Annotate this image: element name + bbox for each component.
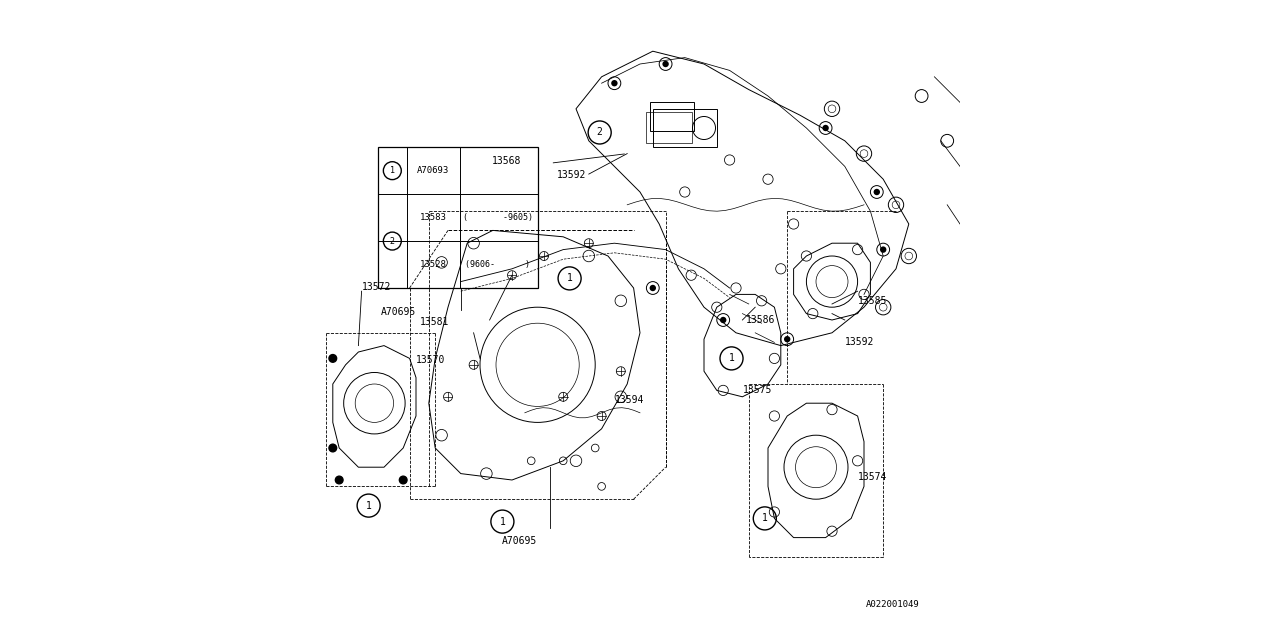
- Bar: [646, 112, 692, 143]
- Bar: [650, 102, 694, 131]
- Text: 13575: 13575: [742, 385, 772, 396]
- Circle shape: [873, 189, 881, 195]
- Text: A022001049: A022001049: [867, 600, 919, 609]
- Bar: [653, 109, 717, 147]
- Text: 13583: 13583: [420, 213, 447, 222]
- Circle shape: [783, 336, 791, 342]
- Text: 1: 1: [728, 353, 735, 364]
- Text: 2: 2: [390, 237, 394, 246]
- Text: 1: 1: [390, 166, 394, 175]
- Text: 13570: 13570: [416, 355, 445, 365]
- Text: A70695: A70695: [502, 536, 538, 547]
- Text: (       -9605): ( -9605): [463, 213, 532, 222]
- Text: 13592: 13592: [557, 170, 586, 180]
- Text: 13574: 13574: [858, 472, 887, 482]
- Text: 13594: 13594: [614, 395, 644, 405]
- Text: A70695: A70695: [380, 307, 416, 317]
- Circle shape: [719, 317, 727, 323]
- Circle shape: [335, 476, 343, 484]
- Circle shape: [399, 476, 407, 484]
- Bar: [378, 147, 538, 288]
- Text: 1: 1: [567, 273, 572, 284]
- Circle shape: [612, 80, 618, 86]
- Circle shape: [823, 125, 829, 131]
- Text: A70693: A70693: [417, 166, 449, 175]
- Text: 13568: 13568: [493, 156, 522, 166]
- Text: 2: 2: [596, 127, 603, 138]
- Text: 1: 1: [499, 516, 506, 527]
- Circle shape: [329, 355, 337, 362]
- Text: 13586: 13586: [745, 315, 774, 325]
- Text: 1: 1: [366, 500, 371, 511]
- Circle shape: [649, 285, 657, 291]
- Text: 13585: 13585: [858, 296, 887, 306]
- Text: 13572: 13572: [362, 282, 390, 292]
- Text: 13592: 13592: [845, 337, 874, 348]
- Circle shape: [881, 246, 887, 253]
- Text: 13581: 13581: [420, 317, 449, 327]
- Text: (9606-      ): (9606- ): [466, 260, 530, 269]
- Circle shape: [329, 444, 337, 452]
- Text: 13528: 13528: [420, 260, 447, 269]
- Circle shape: [663, 61, 669, 67]
- Text: 1: 1: [762, 513, 768, 524]
